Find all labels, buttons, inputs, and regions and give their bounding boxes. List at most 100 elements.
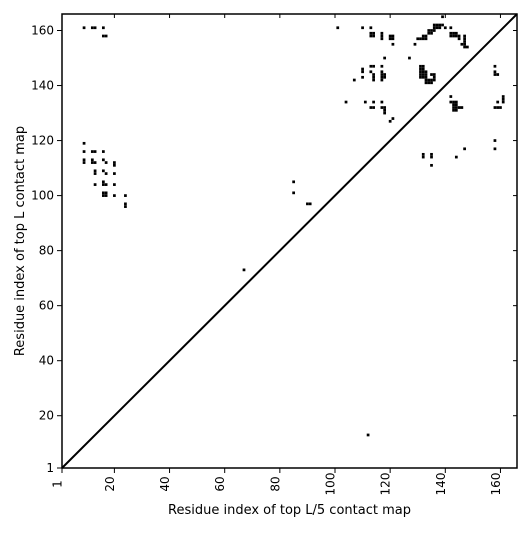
y-tick-label: 20 — [39, 409, 54, 423]
contact-cell — [421, 75, 425, 79]
contact-cell — [383, 108, 387, 112]
contact-cell — [419, 75, 422, 79]
contact-cell — [113, 163, 116, 167]
contact-cell — [424, 73, 428, 76]
contact-cell — [90, 150, 94, 153]
contact-cell — [421, 70, 425, 74]
contact-cell — [369, 26, 373, 30]
contact-cell — [391, 37, 395, 41]
contact-cell — [432, 26, 436, 30]
contact-cell — [369, 70, 373, 74]
contact-cell — [104, 161, 108, 164]
contact-cell — [101, 26, 105, 30]
contact-cell — [421, 64, 425, 68]
contact-cell — [388, 119, 392, 123]
contact-cell — [454, 103, 458, 107]
contact-cell — [427, 78, 431, 82]
contact-cell — [408, 56, 411, 60]
x-tick-label: 20 — [103, 476, 117, 491]
contact-cell — [352, 78, 356, 82]
contact-cell — [391, 117, 395, 120]
contact-cell — [104, 183, 108, 186]
contact-cell — [501, 95, 505, 98]
contact-cell — [101, 183, 105, 186]
contact-cell — [496, 100, 500, 104]
contact-cell — [493, 139, 497, 142]
contact-cell — [93, 150, 97, 153]
x-axis-ticks: 1 20 40 60 80 100 120 140 160 — [51, 14, 503, 495]
contact-cell — [452, 108, 455, 112]
contact-cell — [380, 34, 384, 38]
contact-cell — [421, 37, 425, 41]
contact-cell — [427, 29, 431, 32]
contact-cell — [430, 155, 433, 159]
contact-cell — [454, 106, 458, 109]
contact-cell — [366, 433, 370, 437]
contact-cell — [432, 78, 436, 82]
contact-cell — [101, 150, 105, 153]
contact-cell — [380, 31, 384, 35]
contact-cell — [372, 100, 375, 104]
contact-cell — [380, 100, 384, 104]
contact-cell — [380, 73, 384, 76]
contact-cell — [493, 64, 497, 68]
x-tick-label: 60 — [213, 476, 227, 491]
contact-cell — [421, 152, 425, 156]
plot-frame — [61, 13, 518, 469]
contact-cell — [113, 172, 116, 175]
contact-cell — [493, 70, 497, 74]
contact-cell — [380, 78, 384, 82]
contacts-layer — [82, 15, 505, 437]
contact-cell — [427, 31, 431, 35]
contact-cell — [441, 15, 444, 19]
contact-cell — [101, 158, 105, 162]
contact-cell — [501, 100, 505, 104]
contact-cell — [427, 81, 431, 85]
contact-cell — [361, 67, 364, 71]
contact-cell — [430, 78, 433, 82]
contact-cell — [104, 172, 108, 175]
contact-cell — [435, 26, 439, 30]
contact-cell — [449, 34, 453, 38]
contact-cell — [501, 97, 505, 101]
contact-cell — [372, 31, 375, 35]
contact-cell — [419, 67, 422, 71]
contact-cell — [93, 183, 97, 186]
contact-cell — [93, 172, 97, 175]
contact-cell — [449, 100, 453, 104]
contact-cell — [421, 67, 425, 71]
contact-cell — [113, 194, 116, 197]
contact-cell — [372, 106, 375, 109]
contact-cell — [383, 111, 387, 115]
contact-cell — [424, 34, 428, 38]
contact-cell — [493, 147, 497, 151]
contact-cell — [457, 37, 461, 41]
contact-cell — [430, 152, 433, 156]
contact-cell — [460, 106, 464, 109]
contact-cell — [430, 73, 433, 76]
contact-cell — [124, 205, 127, 208]
contact-cell — [424, 37, 428, 41]
contact-cell — [383, 75, 387, 79]
contact-cell — [419, 73, 422, 76]
contact-cell — [454, 34, 458, 38]
x-tick-label: 140 — [434, 473, 448, 496]
contact-cell — [93, 26, 97, 30]
contact-cell — [383, 106, 387, 109]
contact-cell — [369, 34, 373, 38]
contact-cell — [499, 106, 502, 109]
contact-cell — [452, 106, 455, 109]
contact-cell — [372, 73, 375, 76]
contact-cell — [452, 103, 455, 107]
contact-cell — [438, 23, 442, 27]
contact-cell — [449, 95, 453, 98]
contact-cell — [369, 106, 373, 109]
contact-cell — [443, 26, 447, 30]
contact-cell — [104, 34, 108, 38]
contact-cell — [113, 183, 116, 186]
contact-cell — [380, 75, 384, 79]
contact-cell — [104, 191, 108, 195]
contact-cell — [432, 23, 436, 27]
